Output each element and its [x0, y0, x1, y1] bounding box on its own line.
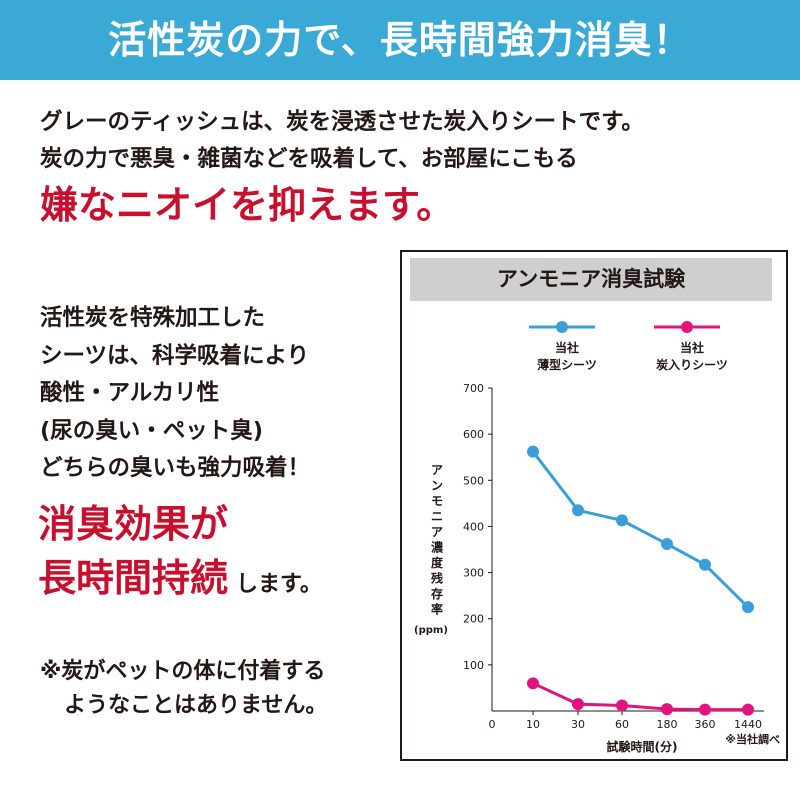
series-line	[531, 450, 750, 609]
y-axis-label-char: 度	[431, 555, 444, 570]
legend-label-line-2: 薄型シーツ	[537, 357, 597, 372]
feature-line-5: どちらの臭いも強力吸着！	[40, 455, 311, 481]
source-note: ※当社調べ	[725, 733, 780, 746]
y-tick-label: 600	[463, 428, 484, 441]
data-point	[699, 558, 711, 571]
data-point	[699, 703, 711, 716]
data-point	[742, 703, 754, 716]
x-tick-label: 1440	[734, 718, 762, 731]
y-tick-label: 500	[463, 474, 484, 487]
legend-swatch-marker	[556, 321, 568, 333]
effect-line-2-main: 長時間持続	[38, 556, 229, 600]
x-axis-label: 試験時間(分)	[607, 739, 678, 754]
legend-swatch-marker	[681, 321, 693, 333]
x-tick-label: 60	[615, 718, 629, 731]
x-tick-label: 180	[657, 718, 678, 731]
data-point	[527, 445, 539, 458]
y-tick-label: 300	[463, 567, 484, 580]
y-axis-label-char: ニ	[431, 510, 443, 524]
effect-line-2: 長時間持続 します。	[38, 551, 322, 612]
intro-line-2: 炭の力で悪臭・雑菌などを吸着して、お部屋にこもる	[40, 146, 578, 172]
x-tick-label: 30	[571, 718, 585, 731]
feature-line-3: 酸性・アルカリ性	[40, 380, 220, 406]
x-tick-label: 10	[526, 718, 540, 731]
legend-label-line-1: 当社	[555, 340, 579, 355]
intro-text: グレーのティッシュは、炭を浸透させた炭入りシートです。 炭の力で悪臭・雑菌などを…	[40, 104, 644, 178]
feature-line-1: 活性炭を特殊加工した	[40, 305, 266, 331]
y-axis-label-char: ア	[431, 525, 443, 539]
legend-label-line-2: 炭入りシーツ	[656, 357, 728, 372]
y-axis-label-char: ン	[431, 479, 443, 493]
y-tick-label: 200	[463, 613, 484, 626]
x-tick-label: 360	[695, 718, 716, 731]
y-tick-label: 400	[463, 520, 484, 533]
effect-text: 消臭効果が 長時間持続 します。	[38, 497, 322, 612]
feature-text: 活性炭を特殊加工した シーツは、科学吸着により 酸性・アルカリ性 (尿の臭い・ペ…	[40, 300, 310, 488]
y-tick-label: 100	[463, 659, 484, 672]
note-line-2: ようなことはありません。	[64, 693, 328, 718]
chart-title: アンモニア消臭試験	[410, 258, 772, 301]
data-point	[742, 601, 754, 614]
y-axis-label-char: 存	[430, 586, 443, 601]
feature-line-2: シーツは、科学吸着により	[40, 342, 310, 369]
y-axis-label-char: ア	[431, 463, 443, 477]
feature-line-4: (尿の臭い・ペット臭)	[40, 417, 264, 444]
y-axis-unit: (ppm)	[414, 625, 448, 636]
chart-svg: 100 200 300 400 500 600 700 0 10 30 60 180 360 1440 試験…	[414, 321, 764, 754]
y-axis-label-char: 率	[431, 602, 443, 617]
data-point	[616, 514, 628, 527]
legend-label-line-1: 当社	[680, 340, 704, 355]
chart-frame: アンモニア消臭試験 100 200 300 400 500 600 700 0 10 30 60 18…	[400, 250, 788, 761]
data-point	[661, 703, 673, 716]
data-point	[616, 699, 628, 712]
y-axis-label-char: 濃	[431, 540, 444, 555]
y-axis-label-char: 残	[431, 571, 443, 586]
series-line	[532, 681, 748, 712]
banner-title: 活性炭の力で、長時間強力消臭！	[0, 0, 800, 80]
data-point	[527, 677, 539, 690]
effect-line-2-tail: します。	[236, 572, 322, 597]
data-point	[661, 537, 673, 550]
intro-line-1: グレーのティッシュは、炭を浸透させた炭入りシートです。	[40, 109, 644, 135]
y-tick-label: 700	[463, 382, 484, 395]
x-origin-label: 0	[489, 718, 496, 731]
headline: 嫌なニオイを抑えます。	[40, 183, 455, 227]
effect-line-1: 消臭効果が	[38, 502, 229, 546]
data-point	[572, 504, 584, 517]
data-point	[572, 698, 584, 711]
y-axis-label-char: モ	[431, 494, 443, 508]
note-text: ※炭がペットの体に付着する ようなことはありません。	[40, 655, 327, 723]
note-line-1: ※炭がペットの体に付着する	[40, 659, 326, 684]
